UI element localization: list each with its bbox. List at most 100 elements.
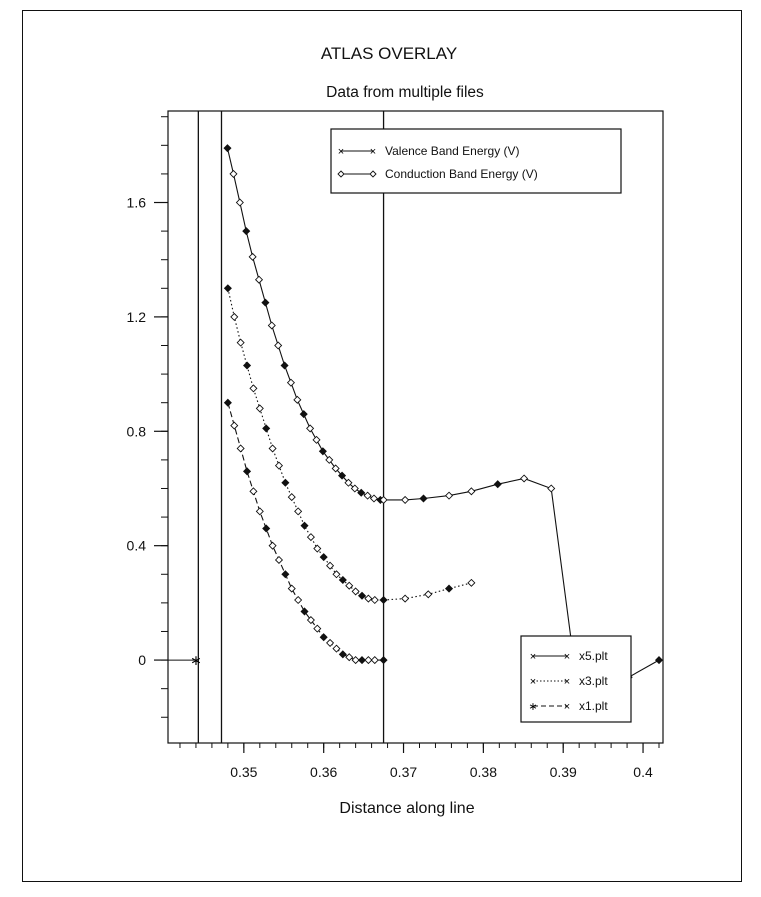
data-point-x3.plt [230, 312, 239, 321]
data-point-x5.plt [369, 494, 379, 503]
x-tick-label-4: 0.39 [550, 764, 577, 780]
data-point-x3.plt [281, 478, 290, 487]
data-point-x3.plt [351, 587, 360, 596]
data-point-x5.plt [338, 471, 347, 480]
data-point-x1.plt [262, 524, 271, 533]
data-point-x1.plt [287, 584, 296, 593]
data-point-x5.plt [357, 488, 366, 497]
data-point-x3.plt [370, 595, 379, 605]
x-marker-icon: × [564, 701, 570, 713]
legend-label-x3: x3.plt [579, 674, 608, 688]
data-point-x3.plt [357, 591, 367, 600]
x-marker-icon: × [564, 651, 570, 663]
y-tick-label-3: 1.2 [127, 309, 147, 325]
legend-entry-x5: × × x5.plt [530, 649, 609, 663]
data-point-x3.plt [319, 553, 328, 562]
diamond-marker-icon [369, 170, 377, 178]
legend-entry-conduction: Conduction Band Energy (V) [337, 167, 538, 181]
data-point-x3.plt [274, 461, 284, 470]
data-point-x5.plt [547, 484, 556, 493]
data-point-x1.plt [313, 624, 322, 633]
data-point-x5.plt [350, 484, 359, 493]
data-point-x3.plt [332, 570, 341, 579]
x-tick-label-3: 0.38 [470, 764, 497, 780]
legend-label-x1: x1.plt [579, 699, 608, 713]
data-point-x3.plt [364, 594, 373, 603]
data-point-x5.plt [306, 424, 315, 433]
series-line-x3.plt [227, 288, 472, 601]
legend-label-x5: x5.plt [579, 649, 608, 663]
data-point-x3.plt [401, 594, 410, 603]
data-point-x3.plt [300, 521, 309, 530]
data-point-x1.plt [236, 444, 245, 453]
x-axis: 0.35 0.36 0.37 0.38 0.39 0.4 [179, 743, 660, 780]
legend-files: × × x5.plt × × x3.plt ∗ × x1.plt [520, 635, 632, 723]
data-point-x1.plt [319, 633, 328, 642]
series-line-x5.plt [226, 148, 660, 684]
data-point-x3.plt [338, 575, 347, 585]
data-point-x5.plt [363, 491, 372, 500]
data-point-x3.plt [268, 444, 277, 453]
data-point-x1.plt [281, 570, 290, 579]
data-point-x1.plt [364, 656, 373, 665]
data-point-x5.plt [229, 169, 238, 178]
data-point-x3.plt [249, 384, 258, 393]
data-point-x1.plt [274, 555, 284, 565]
star-marker-icon: ∗ [528, 701, 537, 713]
x-tick-label-2: 0.37 [390, 764, 417, 780]
data-point-x3.plt [255, 404, 264, 413]
x-marker-icon: × [564, 676, 570, 688]
legend-files-box [520, 635, 632, 723]
plot-area [167, 110, 664, 744]
x-marker-icon: × [530, 651, 536, 663]
data-point-x3.plt [379, 595, 388, 605]
data-point-x5.plt [223, 144, 232, 153]
data-point-x5.plt [520, 474, 529, 483]
data-point-x3.plt [243, 361, 252, 370]
data-point-x1.plt [357, 656, 367, 665]
data-point-x5.plt [318, 447, 327, 456]
legend-quantities-box [330, 128, 622, 194]
data-point-x3.plt [345, 581, 354, 590]
data-point-x3.plt [223, 284, 232, 293]
vertical-markers [197, 111, 385, 743]
data-point-x1.plt [230, 421, 239, 430]
data-point-x1.plt [332, 644, 341, 653]
data-point-x5.plt [242, 227, 251, 236]
legend-quantities: × × Valence Band Energy (V) Conduction B… [330, 128, 622, 194]
legend-label-conduction: Conduction Band Energy (V) [385, 167, 538, 181]
data-point-x1.plt [306, 615, 315, 625]
y-tick-label-4: 1.6 [127, 195, 147, 211]
chart-title: ATLAS OVERLAY [321, 44, 457, 63]
x-marker-icon: × [530, 676, 536, 688]
data-point-x1.plt [379, 656, 388, 665]
data-point-x5.plt [261, 298, 270, 307]
data-point-x5.plt [493, 480, 502, 489]
data-point-x5.plt [379, 495, 388, 504]
legend-entry-x1: ∗ × x1.plt [528, 699, 608, 713]
x-tick-label-5: 0.4 [633, 764, 653, 780]
data-point-x5.plt [325, 455, 334, 464]
data-point-x3.plt [306, 533, 315, 542]
data-point-x5.plt [467, 487, 476, 496]
data-point-x5.plt [254, 275, 264, 284]
x-tick-label-0: 0.35 [230, 764, 257, 780]
diamond-marker-icon [337, 170, 345, 178]
data-point-x5.plt [286, 378, 295, 387]
data-point-x3.plt [287, 493, 296, 502]
data-point-x1.plt [249, 487, 258, 496]
data-point-x1.plt [351, 656, 360, 665]
x-tick-label-1: 0.36 [310, 764, 337, 780]
data-point-x1.plt [345, 653, 354, 662]
data-point-x5.plt [267, 321, 276, 330]
x-axis-label: Distance along line [339, 800, 474, 817]
data-point-x1.plt [255, 507, 264, 516]
data-point-x1.plt [370, 656, 379, 665]
y-tick-label-1: 0.4 [127, 538, 147, 554]
data-point-x5.plt [344, 478, 353, 487]
data-point-x1.plt [338, 650, 347, 659]
data-point-x1.plt [326, 638, 335, 647]
data-point-x3.plt [444, 584, 454, 593]
x-marker-icon: × [338, 146, 344, 158]
data-point-x3.plt [262, 424, 271, 433]
